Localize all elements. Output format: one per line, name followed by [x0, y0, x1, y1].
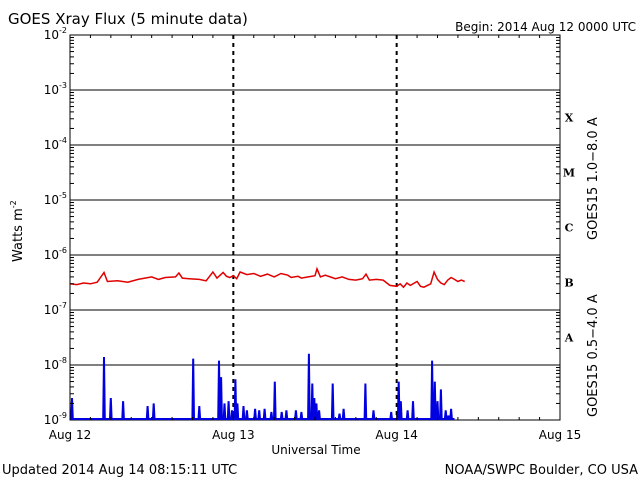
series-lines [69, 266, 465, 420]
footer-updated: Updated 2014 Aug 14 08:15:11 UTC [2, 463, 237, 478]
y-tick-label: 10-6 [44, 246, 67, 262]
series-short-line [70, 353, 455, 420]
plot-frame [69, 34, 561, 421]
y-tick-label: 10-2 [44, 26, 67, 42]
y-tick-exponent: -5 [59, 191, 67, 200]
y-tick-exponent: -6 [59, 246, 67, 255]
y-tick-exponent: -7 [59, 301, 67, 310]
y-tick-label: 10-3 [44, 81, 67, 97]
y-tick-exponent: -9 [59, 411, 67, 420]
flare-class-label: X [565, 112, 574, 125]
flare-class-label: C [565, 222, 574, 235]
series-label-short: GOES15 0.5−4.0 A [586, 294, 601, 417]
x-tick-label: Aug 15 [539, 428, 582, 442]
y-tick-label: 10-7 [44, 301, 67, 317]
x-axis-label: Universal Time [271, 443, 360, 457]
y-tick-base: 10 [44, 248, 59, 262]
y-tick-label: 10-5 [44, 191, 67, 207]
x-tick-label: Aug 12 [49, 428, 92, 442]
y-tick-exponent: -4 [59, 136, 67, 145]
flare-class-label: M [563, 167, 575, 180]
y-tick-exponent: -8 [59, 356, 67, 365]
y-tick-exponent: -3 [59, 81, 67, 90]
y-tick-label: 10-9 [44, 411, 67, 427]
y-tick-base: 10 [44, 28, 59, 42]
y-tick-label: 10-4 [44, 136, 67, 152]
flare-class-label: B [564, 277, 573, 290]
begin-label: Begin: 2014 Aug 12 0000 UTC [455, 20, 636, 34]
y-tick-base: 10 [44, 413, 59, 427]
series-long-line [69, 266, 465, 289]
x-tick-label: Aug 13 [212, 428, 255, 442]
flare-class-label: A [564, 332, 574, 345]
y-tick-base: 10 [44, 193, 59, 207]
y-tick-base: 10 [44, 303, 59, 317]
y-axis-label-exponent: -2 [9, 200, 18, 208]
x-tick-label: Aug 14 [375, 428, 418, 442]
gridlines [70, 34, 560, 421]
y-axis-label: Watts m-2 [9, 200, 26, 262]
y-tick-base: 10 [44, 358, 59, 372]
series-label-long: GOES15 1.0−8.0 A [586, 117, 601, 240]
y-tick-label: 10-8 [44, 356, 67, 372]
y-tick-base: 10 [44, 83, 59, 97]
y-tick-exponent: -2 [59, 26, 67, 35]
plot-border [69, 34, 561, 421]
chart-title: GOES Xray Flux (5 minute data) [8, 10, 248, 28]
y-tick-base: 10 [44, 138, 59, 152]
y-axis-label-base: Watts m [11, 208, 26, 262]
footer-credit: NOAA/SWPC Boulder, CO USA [445, 463, 638, 478]
